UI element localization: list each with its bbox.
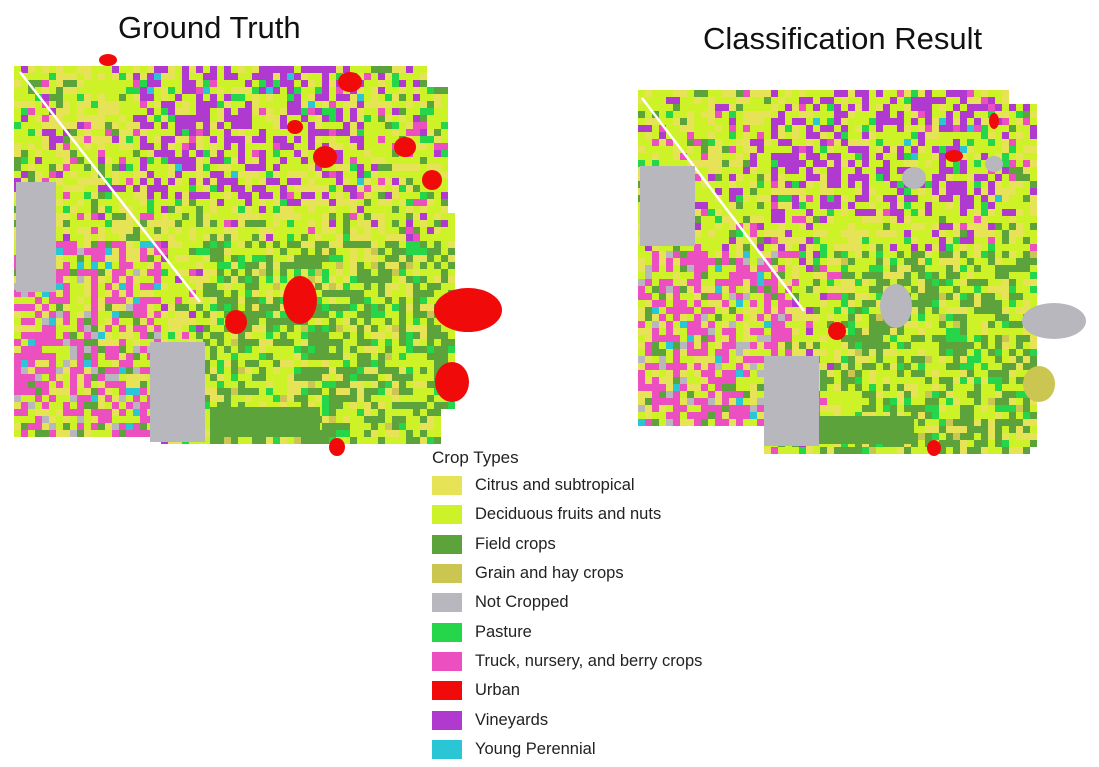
highway-line — [641, 97, 805, 312]
legend-label: Pasture — [475, 622, 532, 641]
urban-area — [989, 113, 999, 129]
urban-area — [434, 288, 502, 332]
urban-area — [225, 310, 247, 334]
urban-area — [927, 440, 941, 456]
legend-label: Citrus and subtropical — [475, 476, 635, 495]
not-cropped-area — [16, 182, 56, 292]
not-cropped-area — [640, 166, 695, 246]
not-cropped-area — [764, 356, 819, 446]
legend-item: Young Perennial — [432, 735, 702, 764]
urban-area — [99, 54, 117, 66]
legend-swatch — [432, 710, 462, 730]
urban-area — [313, 146, 337, 168]
legend-label: Urban — [475, 681, 520, 700]
legend-label: Grain and hay crops — [475, 564, 624, 583]
not-cropped-area — [150, 342, 205, 442]
ground-truth-map — [14, 54, 502, 456]
classification-result-title: Classification Result — [703, 21, 983, 56]
crop-types-legend: Crop Types Citrus and subtropical Deciduo… — [432, 448, 702, 764]
not-cropped-area — [880, 284, 912, 328]
urban-area — [422, 170, 442, 190]
urban-area — [283, 276, 317, 324]
legend-label: Not Cropped — [475, 593, 569, 612]
legend-swatch — [432, 564, 462, 584]
legend-label: Field crops — [475, 534, 556, 553]
classification-result-map — [638, 90, 1086, 456]
urban-area — [329, 438, 345, 456]
legend-swatch — [432, 651, 462, 671]
legend-item: Pasture — [432, 617, 702, 646]
legend-label: Young Perennial — [475, 739, 596, 758]
legend-title: Crop Types — [432, 448, 519, 467]
legend-swatch — [432, 476, 462, 496]
legend-swatch — [432, 681, 462, 701]
legend-swatch — [432, 593, 462, 613]
legend-item: Deciduous fruits and nuts — [432, 500, 702, 529]
highway-line — [19, 71, 201, 303]
urban-area — [394, 137, 416, 157]
legend-item: Urban — [432, 676, 702, 705]
legend-swatch — [432, 505, 462, 525]
urban-area — [945, 150, 963, 162]
urban-area — [287, 120, 303, 134]
legend-item: Grain and hay crops — [432, 559, 702, 588]
legend-item: Citrus and subtropical — [432, 471, 702, 500]
ground-truth-title: Ground Truth — [118, 10, 301, 45]
legend-item: Field crops — [432, 530, 702, 559]
field-crops-area — [819, 416, 914, 444]
legend-item: Vineyards — [432, 705, 702, 734]
legend-swatch — [432, 622, 462, 642]
legend-swatch — [432, 534, 462, 554]
legend-item: Truck, nursery, and berry crops — [432, 647, 702, 676]
legend-item: Not Cropped — [432, 588, 702, 617]
legend-label: Deciduous fruits and nuts — [475, 505, 662, 524]
not-cropped-area — [985, 156, 1003, 172]
legend-swatch — [432, 739, 462, 759]
legend-label: Vineyards — [475, 710, 549, 729]
urban-area — [435, 362, 469, 402]
field-crops-area — [210, 407, 320, 437]
not-cropped-area — [902, 167, 926, 189]
urban-area — [828, 322, 846, 340]
grain-hay-area — [1023, 366, 1055, 402]
urban-area — [338, 72, 362, 92]
legend-label: Truck, nursery, and berry crops — [475, 651, 703, 670]
not-cropped-area — [1022, 303, 1086, 339]
